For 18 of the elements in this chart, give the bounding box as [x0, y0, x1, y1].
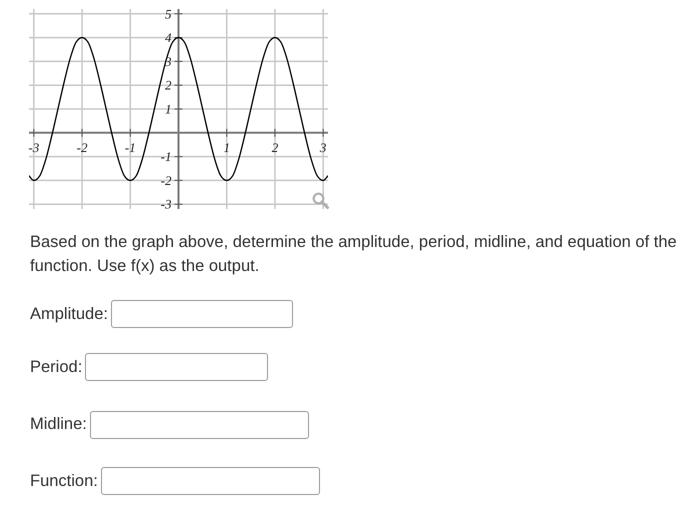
y-tick-label: 2 — [165, 78, 172, 93]
x-tick-label: 3 — [318, 140, 327, 155]
y-tick-label: 1 — [165, 102, 172, 116]
y-tick-label: -3 — [160, 196, 172, 212]
x-tick-label: -1 — [124, 140, 136, 155]
y-tick-label: -2 — [160, 172, 172, 188]
x-tick-label: -3 — [28, 140, 40, 155]
x-tick-label: 2 — [272, 140, 279, 155]
y-tick-label: -1 — [160, 149, 172, 164]
text: Amplitude: — [30, 304, 108, 324]
y-tick-label: 4 — [165, 30, 172, 46]
x-tick-label: -2 — [76, 140, 88, 155]
y-tick-label: 5 — [165, 6, 172, 22]
text: Period: — [30, 358, 82, 376]
text: Function: — [30, 472, 98, 490]
text: Midline: — [30, 415, 87, 434]
x-tick-label: 1 — [223, 140, 230, 155]
text: Based on the graph above, determine the amplitude, period, midline, and equation of the function. Use f(x) as the output. — [30, 232, 678, 277]
